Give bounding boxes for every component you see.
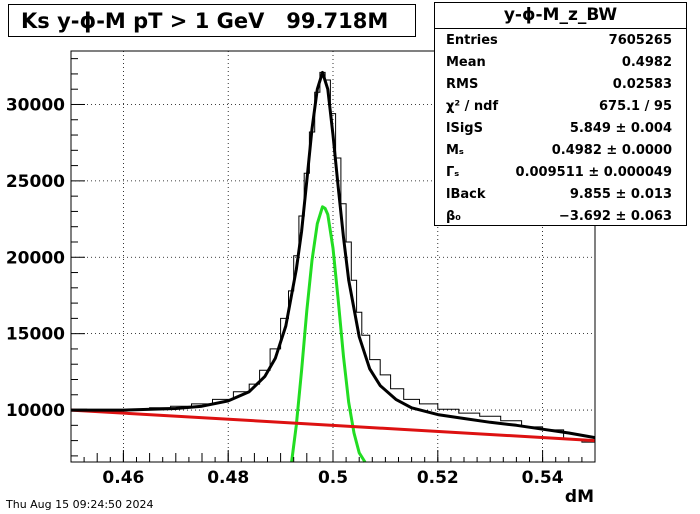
stats-row-value: 0.4982 bbox=[621, 55, 672, 70]
x-tick-label: 0.46 bbox=[102, 468, 144, 488]
stats-row: RMS 0.02583 bbox=[435, 73, 686, 95]
stats-row-value: 7605265 bbox=[608, 33, 672, 48]
axis-tick-labels: 0.46 0.48 0.5 0.52 0.54 10000 15000 20000 25000 3… bbox=[6, 95, 564, 488]
stats-row-label: lBack bbox=[446, 187, 486, 202]
fit-total-curve bbox=[71, 70, 596, 440]
x-tick-label: 0.5 bbox=[318, 468, 348, 488]
stats-row-value: −3.692 ± 0.063 bbox=[558, 209, 672, 224]
y-tick-label: 20000 bbox=[6, 248, 65, 268]
timestamp: Thu Aug 15 09:24:50 2024 bbox=[6, 498, 154, 511]
y-tick-label: 30000 bbox=[6, 95, 65, 115]
stats-row: Entries 7605265 bbox=[435, 29, 686, 51]
stats-row-value: 9.855 ± 0.013 bbox=[569, 187, 672, 202]
stats-row: lSigS 5.849 ± 0.004 bbox=[435, 117, 686, 139]
stats-row-label: Mean bbox=[446, 55, 486, 70]
stats-row: Mₛ 0.4982 ± 0.0000 bbox=[435, 139, 686, 161]
histogram-series bbox=[71, 71, 595, 443]
x-tick-label: 0.52 bbox=[417, 468, 459, 488]
x-tick-label: 0.48 bbox=[207, 468, 249, 488]
stats-row-value: 675.1 / 95 bbox=[598, 99, 672, 114]
fit-signal-curve bbox=[290, 205, 367, 463]
stats-row-value: 0.009511 ± 0.000049 bbox=[515, 165, 672, 180]
stats-row-value: 0.02583 bbox=[612, 77, 672, 92]
stats-name: y-ϕ-M_z_BW bbox=[435, 3, 686, 29]
axis-ticks bbox=[70, 58, 596, 462]
x-tick-label: 0.54 bbox=[522, 468, 564, 488]
stats-row: β₀ −3.692 ± 0.063 bbox=[435, 205, 686, 227]
chart-series bbox=[70, 70, 596, 463]
stats-row: Γₛ 0.009511 ± 0.000049 bbox=[435, 161, 686, 183]
fit-background-line bbox=[70, 408, 596, 443]
stats-box: y-ϕ-M_z_BW Entries 7605265 Mean 0.4982 RMS 0.… bbox=[434, 2, 687, 226]
stats-row-value: 0.4982 ± 0.0000 bbox=[551, 143, 672, 158]
stats-row-label: Mₛ bbox=[446, 143, 464, 158]
stats-row: χ² / ndf 675.1 / 95 bbox=[435, 95, 686, 117]
stats-row-label: lSigS bbox=[446, 121, 483, 136]
stats-row-label: RMS bbox=[446, 77, 479, 92]
plot-title: Ks y-ϕ-M pT > 1 GeV 99.718M bbox=[8, 4, 416, 37]
stats-row: Mean 0.4982 bbox=[435, 51, 686, 73]
y-tick-label: 25000 bbox=[6, 172, 65, 192]
stats-row-label: β₀ bbox=[446, 209, 461, 224]
y-tick-label: 10000 bbox=[6, 401, 65, 421]
stats-row-value: 5.849 ± 0.004 bbox=[569, 121, 672, 136]
stats-row: lBack 9.855 ± 0.013 bbox=[435, 183, 686, 205]
stats-row-label: Entries bbox=[446, 33, 498, 48]
x-axis-title: dM bbox=[565, 487, 594, 507]
y-tick-label: 15000 bbox=[6, 325, 65, 345]
stats-row-label: χ² / ndf bbox=[446, 99, 499, 114]
stats-row-label: Γₛ bbox=[446, 165, 460, 180]
